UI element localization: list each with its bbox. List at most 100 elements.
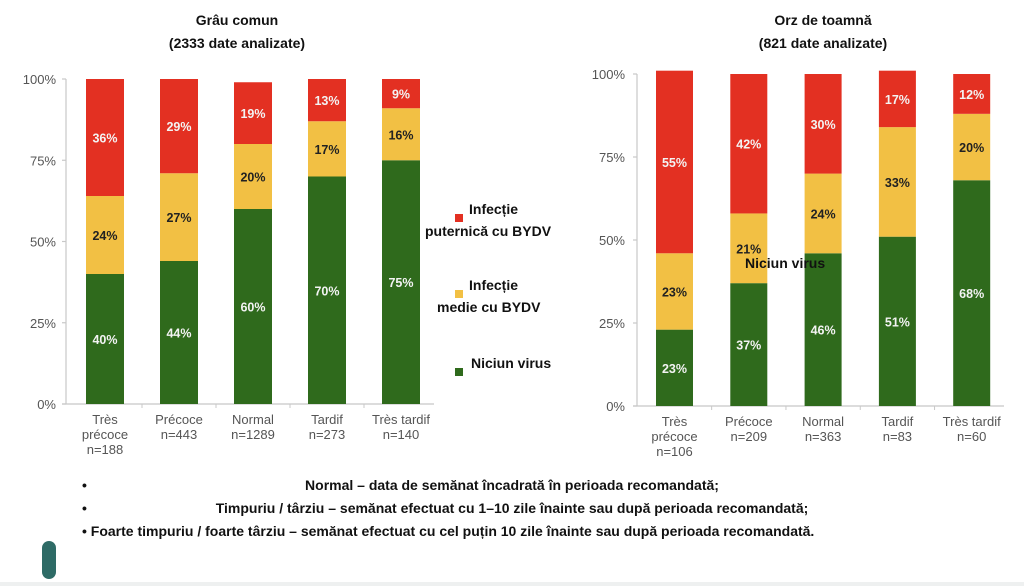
bar-segment-none bbox=[730, 283, 768, 406]
x-tick-label: n=1289 bbox=[231, 427, 275, 442]
data-label: 24% bbox=[92, 229, 117, 243]
bar-segment-severe bbox=[160, 79, 198, 174]
x-tick-label: Très tardif bbox=[372, 412, 430, 427]
data-label: 24% bbox=[811, 207, 836, 221]
data-label: 20% bbox=[959, 141, 984, 155]
data-label: 44% bbox=[166, 327, 191, 341]
data-label: 21% bbox=[736, 242, 761, 256]
data-label: 23% bbox=[662, 285, 687, 299]
bar-segment-medium bbox=[656, 253, 693, 330]
bar-segment-medium bbox=[804, 173, 842, 254]
chart-grau-comun: Grâu comun (2333 date analizate) 0% 25% 50… bbox=[23, 12, 434, 457]
bar-segment-none bbox=[878, 236, 916, 406]
data-label: 30% bbox=[811, 118, 836, 132]
legend-label: Niciun virus bbox=[471, 355, 551, 371]
legend-swatch-severe bbox=[455, 214, 463, 222]
chart-title: Orz de toamnă bbox=[774, 12, 871, 28]
data-label: 51% bbox=[885, 315, 910, 329]
note-text: Timpuriu / târziu – semănat efectuat cu … bbox=[215, 500, 809, 516]
x-tick-label: Précoce bbox=[155, 412, 203, 427]
data-label: 20% bbox=[240, 171, 265, 185]
data-label: 75% bbox=[388, 276, 413, 290]
bar-segment-none bbox=[234, 209, 272, 404]
x-tick-label: n=106 bbox=[656, 444, 693, 459]
chart-title: Grâu comun bbox=[196, 12, 278, 28]
data-label: 55% bbox=[662, 156, 687, 170]
notes-list: • Normal – data de semănat încadrată în … bbox=[82, 474, 942, 543]
bar-segment-medium bbox=[953, 113, 991, 181]
bar-segment-medium bbox=[308, 121, 346, 177]
y-tick-label: 75% bbox=[599, 150, 625, 165]
x-tick-label: n=60 bbox=[957, 429, 986, 444]
note-text: • Foarte timpuriu / foarte târziu – semă… bbox=[82, 520, 942, 543]
data-label: 16% bbox=[388, 128, 413, 142]
bar-segment-none bbox=[160, 261, 198, 404]
scroll-handle[interactable] bbox=[42, 541, 56, 579]
note-item: • Timpuriu / târziu – semănat efectuat c… bbox=[82, 497, 942, 520]
x-tick-label: Très bbox=[92, 412, 118, 427]
note-item: • Normal – data de semănat încadrată în … bbox=[82, 474, 942, 497]
bar-segment-severe bbox=[234, 82, 272, 144]
bar-segment-medium bbox=[382, 108, 420, 161]
overlay-label-niciun-virus: Niciun virus bbox=[745, 255, 825, 271]
bar-segment-medium bbox=[160, 173, 198, 261]
y-tick-label: 25% bbox=[599, 316, 625, 331]
data-label: 40% bbox=[92, 333, 117, 347]
data-label: 23% bbox=[662, 362, 687, 376]
data-label: 46% bbox=[811, 324, 836, 338]
bar-segment-medium bbox=[730, 213, 768, 284]
bar-segment-none bbox=[308, 176, 346, 404]
x-tick-label: Précoce bbox=[725, 414, 773, 429]
x-tick-label: Tardif bbox=[311, 412, 343, 427]
legend-swatch-medium bbox=[455, 290, 463, 298]
x-tick-label: n=273 bbox=[309, 427, 346, 442]
legend-label: Infecție bbox=[469, 201, 518, 217]
data-label: 36% bbox=[92, 132, 117, 146]
bar-segment-severe bbox=[804, 74, 842, 174]
legend-swatch-none bbox=[455, 368, 463, 376]
data-label: 13% bbox=[314, 94, 339, 108]
x-tick-label: précoce bbox=[82, 427, 128, 442]
bar-segment-none bbox=[804, 253, 842, 406]
bullet-icon: • bbox=[82, 477, 87, 493]
data-label: 17% bbox=[885, 93, 910, 107]
bar-segment-severe bbox=[656, 70, 693, 254]
data-label: 42% bbox=[736, 138, 761, 152]
bar-segment-none bbox=[953, 180, 991, 406]
x-tick-label: n=83 bbox=[883, 429, 912, 444]
bar-segment-severe bbox=[308, 79, 346, 122]
data-label: 19% bbox=[240, 107, 265, 121]
data-label: 29% bbox=[166, 120, 191, 134]
x-tick-label: précoce bbox=[651, 429, 697, 444]
y-tick-label: 50% bbox=[30, 235, 56, 250]
legend: Infecție puternică cu BYDV Infecție medie c… bbox=[425, 201, 552, 376]
bullet-icon: • bbox=[82, 500, 87, 516]
x-tick-label: n=209 bbox=[731, 429, 768, 444]
bar-segment-severe bbox=[878, 70, 916, 128]
data-label: 33% bbox=[885, 176, 910, 190]
y-tick-label: 0% bbox=[37, 397, 56, 412]
data-label: 68% bbox=[959, 287, 984, 301]
x-tick-label: n=363 bbox=[805, 429, 842, 444]
bar-segment-medium bbox=[86, 196, 124, 274]
bar-segment-severe bbox=[86, 79, 124, 196]
bar-segment-none bbox=[86, 274, 124, 404]
data-label: 17% bbox=[314, 143, 339, 157]
data-label: 60% bbox=[240, 301, 265, 315]
legend-label: puternică cu BYDV bbox=[425, 223, 552, 239]
charts-canvas: Grâu comun (2333 date analizate) 0% 25% 50… bbox=[23, 12, 1004, 459]
note-item: • Foarte timpuriu / foarte târziu – semă… bbox=[82, 520, 942, 543]
legend-label: Infecție bbox=[469, 277, 518, 293]
x-tick-label: Très bbox=[662, 414, 688, 429]
bar-segment-medium bbox=[878, 127, 916, 237]
bar-segment-severe bbox=[730, 74, 768, 214]
data-label: 70% bbox=[314, 284, 339, 298]
bar-segment-none bbox=[656, 329, 693, 406]
bottom-bar bbox=[0, 582, 1024, 586]
bar-segment-severe bbox=[953, 74, 991, 114]
data-label: 27% bbox=[166, 211, 191, 225]
y-tick-label: 100% bbox=[592, 67, 626, 82]
data-label: 12% bbox=[959, 88, 984, 102]
y-tick-label: 0% bbox=[606, 399, 625, 414]
bullet-icon: • bbox=[82, 523, 87, 539]
